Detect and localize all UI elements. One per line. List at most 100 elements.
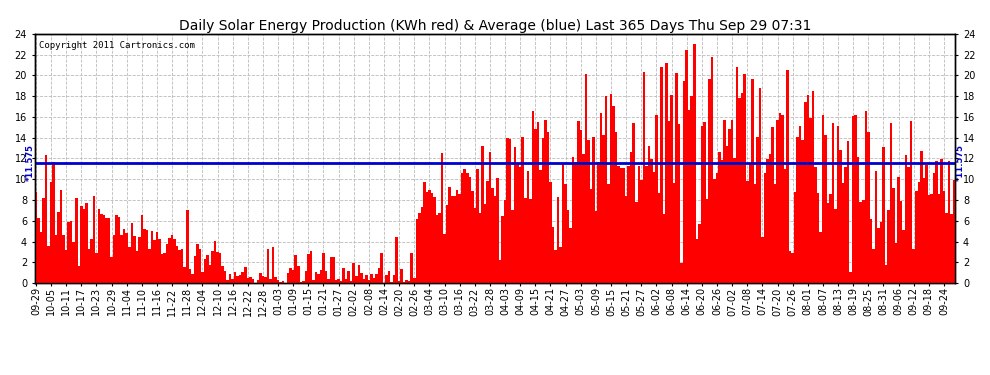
Bar: [665, 63, 668, 283]
Bar: [544, 120, 546, 283]
Bar: [155, 232, 158, 283]
Bar: [77, 266, 80, 283]
Bar: [133, 236, 136, 283]
Bar: [227, 280, 229, 283]
Bar: [931, 194, 933, 283]
Bar: [597, 162, 600, 283]
Bar: [431, 193, 434, 283]
Bar: [90, 239, 93, 283]
Bar: [40, 232, 43, 283]
Bar: [388, 270, 390, 283]
Bar: [292, 270, 294, 283]
Bar: [633, 123, 635, 283]
Bar: [869, 219, 872, 283]
Bar: [491, 189, 494, 283]
Bar: [413, 278, 416, 283]
Bar: [789, 251, 791, 283]
Bar: [690, 96, 693, 283]
Bar: [748, 163, 751, 283]
Bar: [564, 184, 567, 283]
Bar: [50, 182, 52, 283]
Bar: [509, 139, 512, 283]
Bar: [110, 257, 113, 283]
Bar: [877, 228, 880, 283]
Bar: [219, 253, 222, 283]
Bar: [688, 110, 690, 283]
Bar: [794, 192, 796, 283]
Bar: [266, 249, 269, 283]
Bar: [607, 184, 610, 283]
Bar: [35, 192, 38, 283]
Bar: [158, 240, 160, 283]
Bar: [554, 250, 556, 283]
Bar: [625, 195, 628, 283]
Bar: [952, 180, 955, 283]
Bar: [98, 209, 100, 283]
Bar: [758, 88, 761, 283]
Bar: [918, 182, 920, 283]
Bar: [830, 195, 832, 283]
Bar: [108, 218, 110, 283]
Bar: [900, 201, 902, 283]
Bar: [439, 213, 441, 283]
Bar: [673, 183, 675, 283]
Bar: [186, 210, 188, 283]
Bar: [556, 196, 559, 283]
Bar: [812, 91, 814, 283]
Bar: [251, 279, 254, 283]
Text: *11.575: *11.575: [26, 144, 35, 182]
Bar: [947, 161, 950, 283]
Bar: [647, 147, 650, 283]
Bar: [196, 244, 199, 283]
Bar: [494, 196, 496, 283]
Bar: [62, 235, 65, 283]
Bar: [82, 209, 85, 283]
Text: Copyright 2011 Cartronics.com: Copyright 2011 Cartronics.com: [40, 41, 195, 50]
Bar: [706, 199, 708, 283]
Bar: [206, 255, 209, 283]
Bar: [261, 276, 264, 283]
Bar: [574, 162, 577, 283]
Bar: [567, 210, 569, 283]
Bar: [204, 259, 206, 283]
Bar: [416, 219, 418, 283]
Bar: [703, 122, 706, 283]
Bar: [945, 213, 947, 283]
Bar: [874, 171, 877, 283]
Bar: [840, 150, 842, 283]
Bar: [148, 249, 150, 283]
Bar: [842, 183, 844, 283]
Bar: [882, 147, 885, 283]
Bar: [854, 116, 857, 283]
Bar: [201, 272, 204, 283]
Bar: [481, 146, 484, 283]
Bar: [650, 159, 652, 283]
Bar: [426, 192, 428, 283]
Bar: [655, 115, 657, 283]
Bar: [249, 277, 251, 283]
Bar: [641, 180, 643, 283]
Bar: [325, 271, 328, 283]
Bar: [146, 230, 148, 283]
Bar: [423, 182, 426, 283]
Bar: [65, 250, 67, 283]
Bar: [517, 164, 519, 283]
Bar: [259, 273, 261, 283]
Bar: [100, 214, 103, 283]
Bar: [579, 130, 582, 283]
Bar: [756, 137, 758, 283]
Bar: [116, 214, 118, 283]
Bar: [718, 152, 721, 283]
Bar: [239, 275, 242, 283]
Bar: [763, 173, 766, 283]
Bar: [857, 157, 859, 283]
Bar: [171, 235, 173, 283]
Bar: [131, 223, 133, 283]
Bar: [463, 168, 466, 283]
Bar: [242, 273, 244, 283]
Bar: [67, 222, 70, 283]
Bar: [312, 280, 315, 283]
Bar: [781, 116, 784, 283]
Bar: [514, 147, 517, 283]
Bar: [546, 132, 549, 283]
